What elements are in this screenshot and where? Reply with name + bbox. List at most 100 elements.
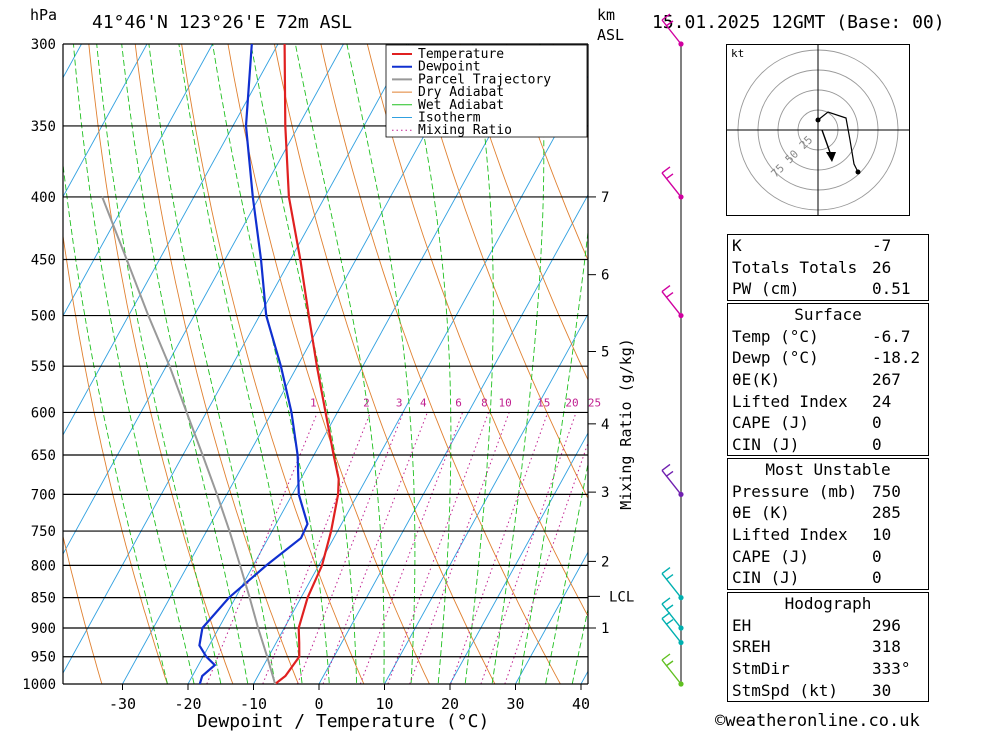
mixing-ratio-label: 25 [588, 396, 601, 409]
legend-entry: Mixing Ratio [418, 123, 512, 138]
isotherm-line [253, 74, 588, 684]
wet-adiabat-line [346, 44, 416, 684]
wind-barb [661, 597, 684, 631]
km-tick-label: 6 [601, 268, 609, 284]
index-row: CIN (J) 0 [732, 434, 882, 454]
pressure-tick-label: 700 [31, 487, 56, 503]
index-row: StmDir 333° [732, 659, 911, 679]
isotherm-line [63, 44, 213, 317]
copyright[interactable]: ©weatheronline.co.uk [715, 711, 920, 731]
mixing-ratio-label: 1 [310, 396, 317, 409]
legend-entry: Dewpoint [418, 60, 481, 75]
hodograph-point [855, 169, 861, 175]
pressure-tick-label: 650 [31, 448, 56, 464]
mixing-ratio-line [480, 412, 577, 684]
wind-barb [661, 653, 684, 687]
surface-panel: Surface Temp (°C) -6.7 Dewp (°C) -18.2 θE(… [727, 303, 929, 457]
wet-adiabat-line [96, 44, 222, 684]
pressure-tick-label: 450 [31, 253, 56, 269]
isotherm-line [63, 44, 279, 436]
dewpoint-profile [198, 44, 309, 684]
x-tick-label: 0 [314, 695, 323, 713]
wind-barb [661, 463, 684, 498]
legend-entry: Temperature [418, 47, 504, 62]
pressure-tick-label: 400 [31, 190, 56, 206]
km-tick-label: 7 [601, 190, 609, 206]
wet-adiabat-line [63, 160, 168, 684]
mixing-ratio-line [297, 412, 404, 684]
hodograph-point [815, 117, 821, 123]
mixing-ratio-label: 8 [481, 396, 488, 409]
wind-barb [661, 166, 684, 200]
mixing-ratio-label: 2 [363, 396, 370, 409]
mixing-ratio-label: 20 [565, 396, 578, 409]
hodograph-indices-panel: Hodograph EH 296 SREH 318 StmDir 333° StmSp… [727, 592, 929, 702]
index-row: CIN (J) 0 [732, 568, 882, 588]
wind-barb [661, 13, 684, 47]
mixing-ratio-line [206, 412, 318, 684]
isotherm-line [63, 44, 148, 198]
most-unstable-panel: Most Unstable Pressure (mb) 750 θE (K) 285… [727, 458, 929, 590]
pressure-tick-label: 800 [31, 558, 56, 574]
x-tick-label: 20 [441, 695, 459, 713]
mixing-ratio-line [322, 412, 428, 684]
mixing-ratio-line [387, 412, 489, 684]
x-tick-label: -10 [240, 695, 267, 713]
isotherm-line [187, 44, 541, 684]
wet-adiabat-line [464, 44, 494, 684]
mixing-ratio-label: 10 [498, 396, 511, 409]
wet-adiabat-line [545, 461, 588, 684]
pressure-tick-label: 1000 [22, 677, 56, 693]
wet-adiabat-line [121, 44, 249, 684]
pressure-tick-label: 750 [31, 524, 56, 540]
x-tick-label: -30 [109, 695, 136, 713]
x-tick-label: 40 [572, 695, 590, 713]
dry-adiabat-line [459, 44, 588, 381]
index-row: Lifted Index 24 [732, 391, 892, 411]
wet-adiabat-line [148, 44, 276, 684]
km-unit-label: km [597, 6, 616, 24]
mixing-ratio-axis-label: Mixing Ratio (g/kg) [617, 338, 635, 510]
isotherm-line [122, 44, 475, 684]
dry-adiabat-line [63, 534, 103, 684]
wind-barb [661, 611, 684, 646]
dry-adiabat-line [273, 44, 496, 684]
km-tick-label: 3 [601, 485, 609, 501]
dry-adiabat-line [181, 44, 365, 684]
asl-unit-label: ASL [597, 26, 625, 44]
x-tick-label: 10 [375, 695, 393, 713]
isotherm-line [449, 432, 588, 684]
index-row: Totals Totals 26 [732, 257, 892, 277]
isotherm-line [318, 193, 588, 684]
most-unstable-title: Most Unstable [765, 460, 891, 480]
legend-entry: Parcel Trajectory [418, 72, 551, 87]
km-tick-label: 4 [601, 417, 609, 433]
mixing-ratio-label: 15 [537, 396, 550, 409]
wind-barb [661, 284, 684, 319]
km-tick-label: 2 [601, 554, 609, 570]
index-row: Temp (°C) -6.7 [732, 326, 911, 346]
index-row: Dewp (°C) -18.2 [732, 348, 921, 368]
dry-adiabat-line [950, 7, 1000, 710]
mixing-ratio-line [450, 412, 549, 684]
temperature-profile [274, 44, 340, 684]
index-row: EH 296 [732, 615, 901, 635]
index-row: θE(K) 267 [732, 370, 901, 390]
dry-adiabat-line [227, 44, 430, 684]
mixing-ratio-label: 3 [396, 396, 403, 409]
wet-adiabat-line [294, 44, 385, 684]
isotherm-line [515, 551, 588, 684]
mixing-ratio-line [262, 412, 371, 684]
mixing-ratio-line [359, 412, 464, 684]
wet-adiabat-line [212, 44, 330, 684]
mixing-ratio-line [504, 441, 588, 684]
wet-adiabat-line [178, 44, 303, 684]
dry-adiabat-line [413, 44, 588, 500]
dry-adiabat-line [506, 44, 588, 262]
x-tick-label: 30 [506, 695, 524, 713]
index-row: θE (K) 285 [732, 503, 901, 523]
pressure-tick-label: 550 [31, 359, 56, 375]
km-tick-label: 5 [601, 345, 609, 361]
index-row: PW (cm) 0.51 [732, 279, 911, 299]
